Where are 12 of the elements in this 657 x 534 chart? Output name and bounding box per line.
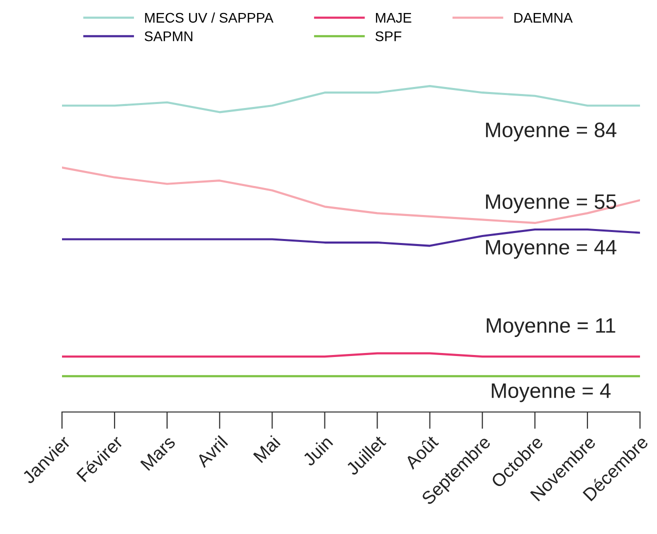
x-tick-label: Juin bbox=[302, 435, 334, 467]
legend-label: SPF bbox=[375, 31, 402, 42]
annotation: Moyenne = 55 bbox=[486, 194, 616, 214]
annotation: Moyenne = 4 bbox=[492, 384, 611, 402]
legend-label: MAJE bbox=[376, 13, 412, 23]
annotation: Moyenne = 11 bbox=[486, 318, 616, 337]
legend-label: DAEMNA bbox=[514, 13, 573, 23]
annotation: Moyenne = 44 bbox=[486, 240, 616, 259]
legend-label: MECS UV / SAPPPA bbox=[145, 12, 274, 23]
x-tick-label: Mai bbox=[252, 435, 281, 464]
annotation: Moyenne = 84 bbox=[486, 122, 616, 142]
legend-label: SAPMN bbox=[144, 31, 192, 42]
